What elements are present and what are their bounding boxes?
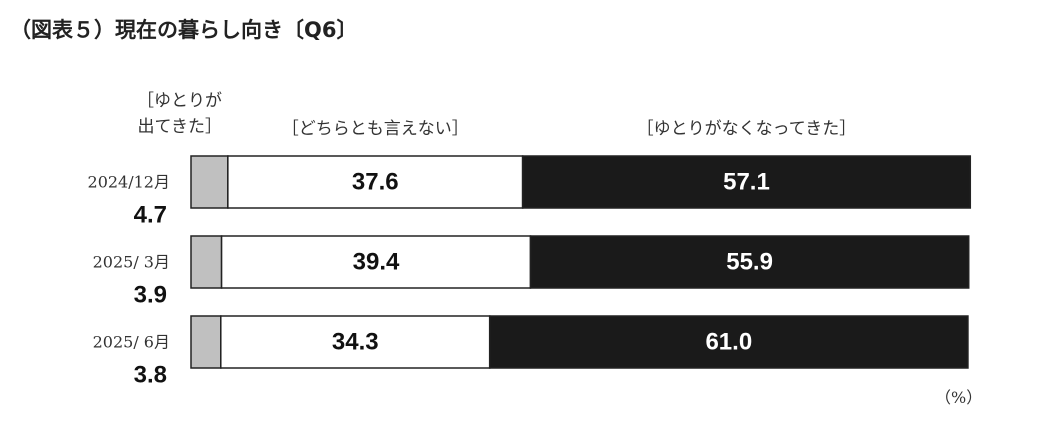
bar-segment — [220, 235, 532, 289]
value-label: 34.3 — [332, 328, 379, 355]
value-label: 3.8 — [134, 361, 167, 388]
category-label: 2025/ 3月 — [93, 253, 170, 272]
bar-segment — [190, 315, 222, 369]
value-label: 57.1 — [723, 168, 770, 195]
bar-segment — [488, 315, 969, 369]
bar-segment — [521, 155, 972, 209]
bar-segment — [227, 155, 524, 209]
bar-segment — [190, 235, 223, 289]
legend-label: ［ゆとりが 出てきた］ — [137, 91, 222, 137]
category-label: 2025/ 6月 — [93, 333, 170, 352]
value-label: 37.6 — [352, 168, 399, 195]
value-label: 61.0 — [705, 328, 752, 355]
bar-segment — [190, 155, 229, 209]
category-label: 2024/12月 — [88, 173, 170, 192]
value-label: 3.9 — [134, 281, 167, 308]
chart-title: （図表５）現在の暮らし向き〔Q6〕 — [10, 18, 358, 42]
bar-segment — [220, 315, 491, 369]
bar-segment — [529, 235, 970, 289]
legend-label: ［ゆとりがなくなってきた］ — [636, 119, 857, 139]
legend-label: ［どちらとも言えない］ — [281, 119, 469, 139]
unit-note: （%） — [935, 388, 983, 407]
value-label: 4.7 — [134, 201, 167, 228]
value-label: 39.4 — [353, 248, 400, 275]
value-label: 55.9 — [726, 248, 773, 275]
